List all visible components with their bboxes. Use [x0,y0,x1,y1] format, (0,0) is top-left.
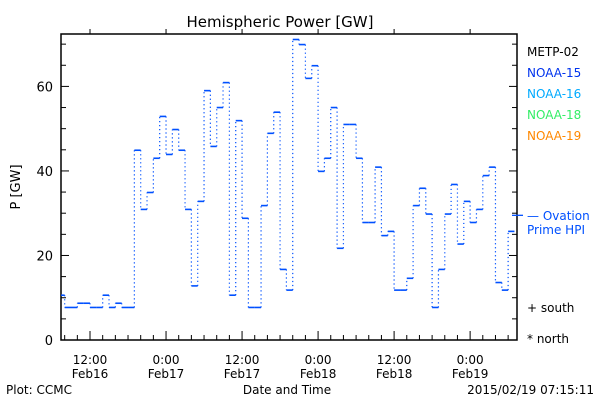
x-tick-date-label: Feb18 [300,367,337,381]
south-marker-legend: + south [527,301,574,315]
footer-timestamp: 2015/02/19 07:15:11 [467,383,594,397]
x-tick-time-label: 12:00 [377,353,412,367]
legend: METP-02 NOAA-15 NOAA-16 NOAA-18 NOAA-19 [527,45,581,143]
legend-item: NOAA-18 [527,108,581,122]
y-tick-label: 60 [36,80,53,95]
legend-item: NOAA-19 [527,129,581,143]
x-tick-date-label: Feb19 [452,367,489,381]
x-tick-date-label: Feb18 [376,367,413,381]
footer-plot-credit: Plot: CCMC [6,383,72,397]
x-tick-time-label: 0:00 [153,353,180,367]
x-tick-time-label: 12:00 [225,353,260,367]
y-tick-label: 20 [36,249,53,264]
x-tick-time-label: 0:00 [457,353,484,367]
y-tick-label: 40 [36,165,53,180]
x-axis-label: Date and Time [243,383,331,397]
x-tick-time-label: 12:00 [73,353,108,367]
north-marker-legend: * north [527,332,569,346]
plot-frame [60,33,518,341]
y-tick-label: 0 [45,334,53,349]
ovation-label: — Ovation [527,209,590,223]
ovation-label-2: Prime HPI [527,223,585,237]
x-tick-time-label: 0:00 [305,353,332,367]
plot-series [61,38,523,309]
axes: 020406012:00Feb160:00Feb1712:00Feb170:00… [36,29,518,381]
y-axis-label: P [GW] [9,164,24,209]
chart-title: Hemispheric Power [GW] [187,13,374,31]
legend-item: METP-02 [527,45,579,59]
x-tick-date-label: Feb17 [148,367,185,381]
x-tick-date-label: Feb17 [224,367,261,381]
legend-item: NOAA-15 [527,66,581,80]
legend-item: NOAA-16 [527,87,581,101]
x-tick-date-label: Feb16 [72,367,109,381]
